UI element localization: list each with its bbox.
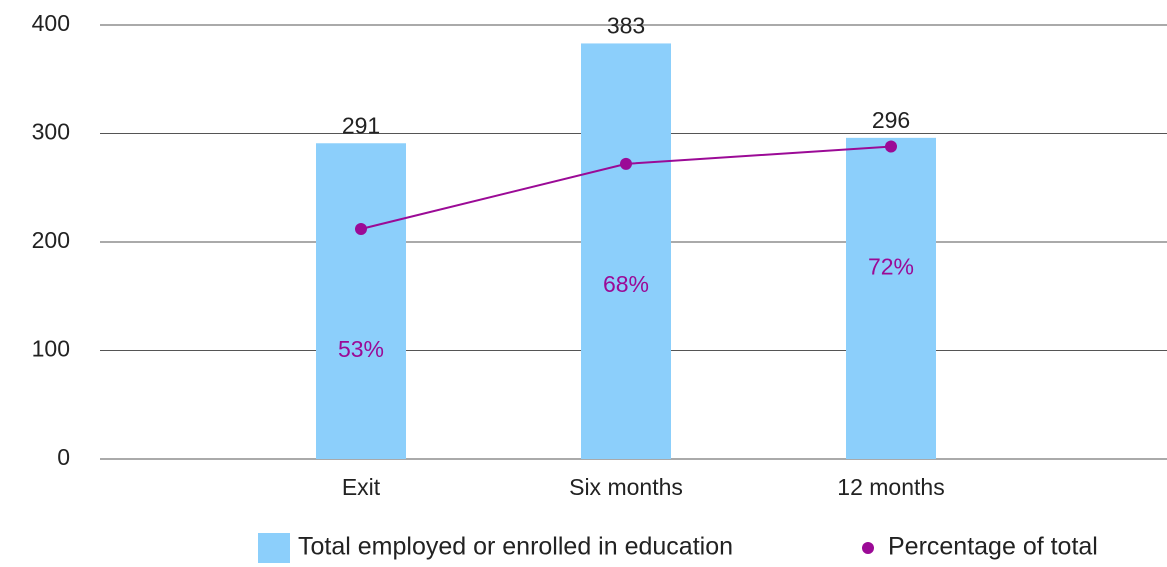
y-tick-label: 0 [57,444,70,470]
line-value-label: 53% [338,336,384,362]
x-tick-label: Six months [569,474,683,500]
y-tick-label: 300 [32,119,70,145]
line-value-label: 72% [868,254,914,280]
line-point [885,140,897,153]
line-point [620,157,632,170]
legend-label: Percentage of total [888,533,1098,561]
y-tick-label: 400 [32,10,70,36]
legend-label: Total employed or enrolled in education [298,533,733,561]
y-tick-label: 100 [32,336,70,362]
bar [316,143,406,459]
x-tick-label: Exit [342,474,381,500]
y-tick-label: 200 [32,227,70,253]
bar-value-label: 291 [342,112,380,138]
line-value-label: 68% [603,271,649,297]
legend-swatch [862,542,874,554]
line-point [355,222,367,235]
legend-swatch [258,533,290,563]
bar-value-label: 296 [872,107,910,133]
bar [581,43,671,459]
x-tick-label: 12 months [837,474,944,500]
bar-value-label: 383 [607,13,645,39]
bar [846,137,936,459]
